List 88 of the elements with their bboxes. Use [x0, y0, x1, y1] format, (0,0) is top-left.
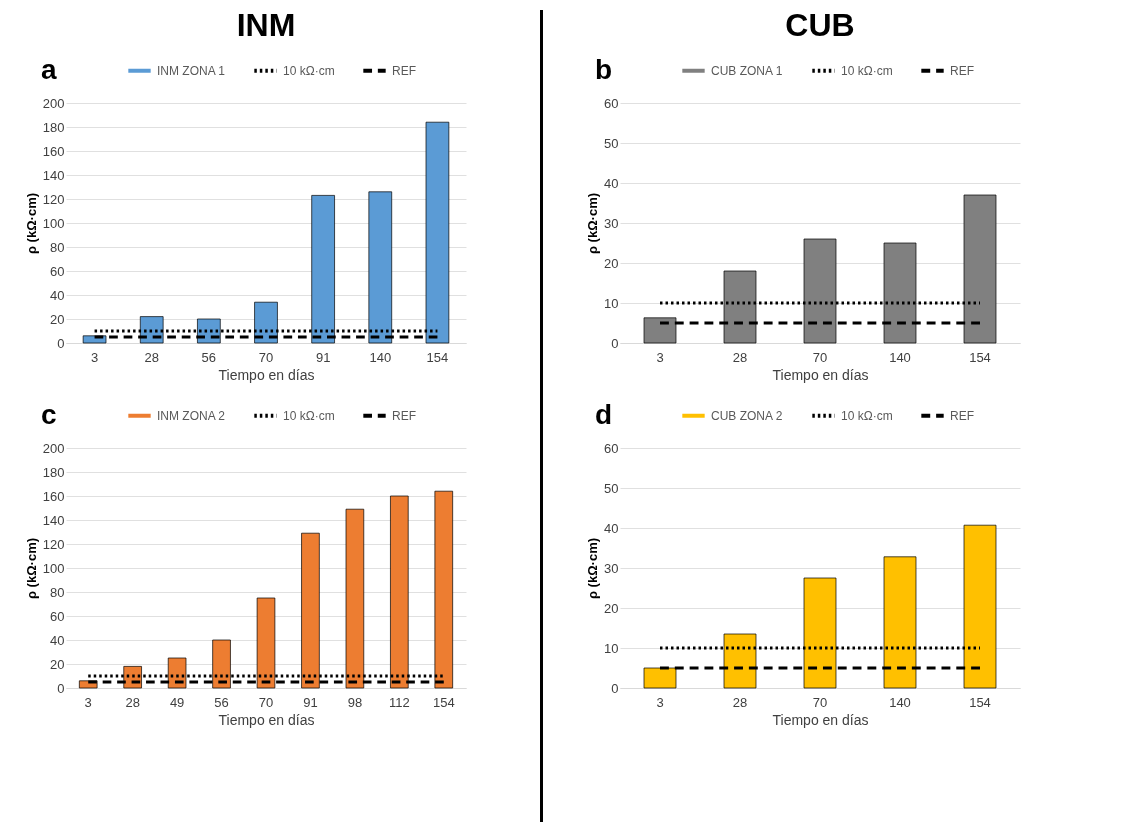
legend-label: REF	[392, 408, 416, 423]
x-tick-label: 56	[201, 349, 217, 365]
legend-label: 10 kΩ·cm	[841, 408, 893, 423]
chart-title: CUB	[785, 7, 855, 43]
x-tick-label: 154	[426, 349, 449, 365]
y-tick-label: 0	[57, 680, 65, 696]
text: c	[41, 399, 57, 430]
y-tick-label: 40	[604, 175, 619, 191]
legend-label: 10 kΩ·cm	[841, 63, 893, 78]
x-axis-title: Tiempo en días	[218, 711, 315, 728]
x-tick-label: 140	[369, 349, 392, 365]
y-tick-label: 120	[42, 191, 65, 207]
y-tick-label: 30	[604, 215, 619, 231]
y-tick-label: 100	[42, 560, 65, 576]
x-tick-label: 49	[169, 694, 185, 710]
y-tick-label: 120	[42, 536, 65, 552]
x-tick-label: 91	[315, 349, 331, 365]
x-tick-label: 28	[732, 349, 748, 365]
y-tick-label: 140	[42, 167, 65, 183]
x-tick-label: 70	[812, 694, 828, 710]
x-tick-label: 28	[732, 694, 748, 710]
x-tick-label: 3	[84, 694, 92, 710]
y-tick-label: 40	[604, 520, 619, 536]
x-tick-label: 70	[812, 349, 828, 365]
x-tick-label: 56	[214, 694, 229, 710]
y-tick-label: 50	[604, 135, 619, 151]
y-tick-label: 20	[604, 255, 619, 271]
x-tick-label: 154	[969, 694, 991, 710]
y-tick-label: 60	[50, 608, 65, 624]
y-tick-label: 30	[604, 560, 619, 576]
legend-label: 10 kΩ·cm	[283, 408, 335, 423]
legend-label: CUB ZONA 2	[711, 408, 783, 423]
y-tick-label: 10	[604, 295, 619, 311]
x-tick-label: 154	[969, 349, 991, 365]
x-axis-title: Tiempo en días	[772, 366, 869, 383]
y-tick-label: 160	[42, 143, 65, 159]
legend-label: 10 kΩ·cm	[283, 63, 335, 78]
legend-label: REF	[950, 63, 974, 78]
y-tick-label: 60	[604, 440, 619, 456]
x-tick-label: 3	[90, 349, 99, 365]
legend-label: INM ZONA 2	[157, 408, 226, 423]
x-tick-label: 70	[258, 694, 274, 710]
x-tick-label: 28	[144, 349, 159, 365]
legend-label: INM ZONA 1	[157, 63, 226, 78]
x-axis-title: Tiempo en días	[772, 711, 869, 728]
y-tick-label: 40	[50, 632, 65, 648]
y-tick-label: 0	[57, 335, 65, 351]
x-tick-label: 112	[388, 694, 410, 710]
x-tick-label: 70	[258, 349, 274, 365]
y-tick-label: 10	[604, 640, 619, 656]
y-tick-label: 20	[50, 656, 65, 672]
y-tick-label: 20	[604, 600, 619, 616]
y-axis-title: ρ (kΩ·cm)	[585, 537, 601, 600]
y-tick-label: 140	[42, 512, 65, 528]
y-tick-label: 0	[611, 335, 619, 351]
y-tick-label: 20	[50, 311, 65, 327]
x-tick-label: 3	[656, 349, 664, 365]
y-tick-label: 200	[42, 95, 65, 111]
y-tick-label: 180	[42, 119, 65, 135]
y-tick-label: 40	[50, 287, 65, 303]
text: d	[595, 399, 613, 430]
y-axis-title: ρ (kΩ·cm)	[585, 192, 601, 255]
legend-label: CUB ZONA 1	[711, 63, 783, 78]
y-tick-label: 80	[50, 584, 65, 600]
y-tick-label: 200	[42, 440, 65, 456]
y-tick-label: 100	[42, 215, 65, 231]
y-tick-label: 160	[42, 488, 65, 504]
y-tick-label: 0	[611, 680, 619, 696]
text: a	[41, 54, 57, 85]
x-tick-label: 98	[347, 694, 363, 710]
x-tick-label: 140	[889, 694, 911, 710]
y-tick-label: 80	[50, 239, 65, 255]
x-tick-label: 140	[889, 349, 911, 365]
y-tick-label: 50	[604, 480, 619, 496]
y-tick-label: 60	[50, 263, 65, 279]
legend-label: REF	[950, 408, 974, 423]
legend-label: REF	[392, 63, 416, 78]
y-axis-title: ρ (kΩ·cm)	[23, 537, 39, 600]
x-axis-title: Tiempo en días	[218, 366, 315, 383]
text: b	[595, 54, 613, 85]
y-tick-label: 60	[604, 95, 619, 111]
x-tick-label: 91	[303, 694, 318, 710]
y-tick-label: 180	[42, 464, 65, 480]
chart-title: INM	[236, 7, 296, 43]
y-axis-title: ρ (kΩ·cm)	[23, 192, 39, 255]
x-tick-label: 28	[125, 694, 140, 710]
x-tick-label: 3	[656, 694, 664, 710]
x-tick-label: 154	[432, 694, 455, 710]
